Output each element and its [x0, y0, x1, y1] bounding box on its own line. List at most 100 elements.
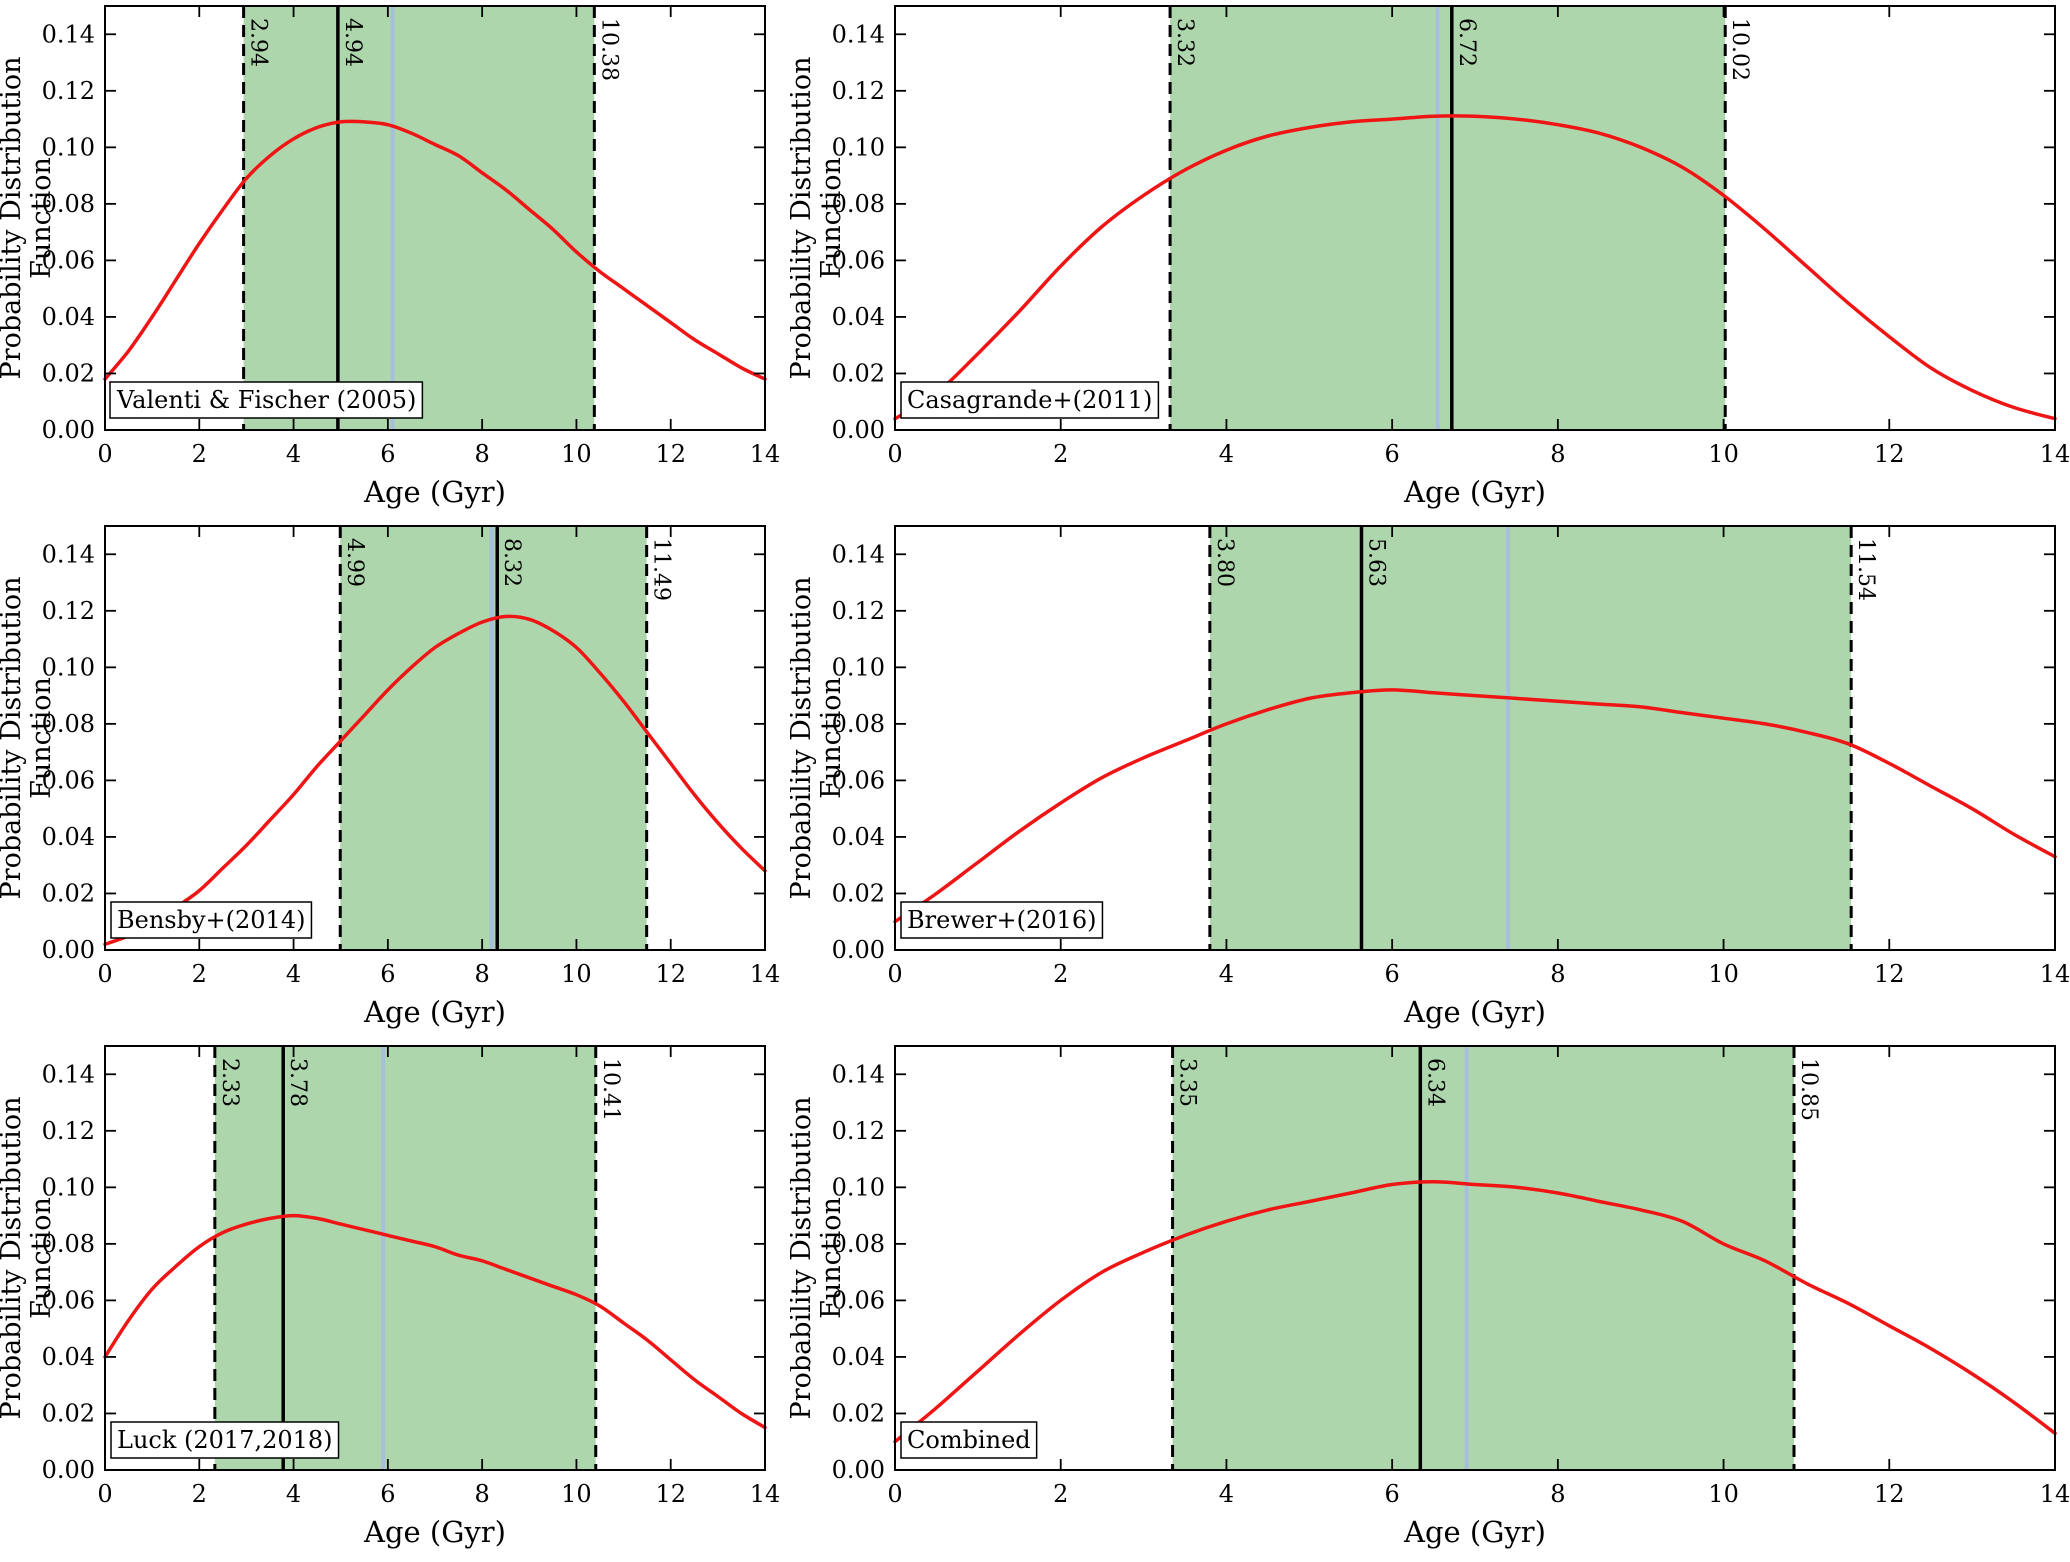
- casagrande-chart: 3.32 10.02 6.72 0 2 4 6 8 10 12 14 0.00 0.02 0.04 0.06…: [790, 5, 2070, 509]
- y-tick-label: 0.12: [832, 1117, 885, 1145]
- x-tick-label: 12: [655, 1480, 686, 1508]
- confidence-band: [1170, 6, 1726, 430]
- y-tick-label: 0.04: [832, 1343, 885, 1371]
- lower-bound-line-label: 4.99: [342, 538, 367, 587]
- x-tick-label: 10: [561, 960, 592, 988]
- plot-frame: [894, 5, 2056, 431]
- x-tick-label: 0: [97, 960, 112, 988]
- catalog-label-box: [900, 1421, 1038, 1459]
- x-tick-label: 14: [750, 440, 781, 468]
- y-axis-label-line1: Probability Distribution: [0, 1097, 27, 1420]
- y-tick-label: 0.12: [42, 77, 95, 105]
- y-tick-label: 0.10: [42, 653, 95, 681]
- catalog-label: Brewer+(2016): [907, 906, 1096, 934]
- y-tick-label: 0.14: [832, 540, 885, 568]
- y-tick-label: 0.14: [42, 1060, 95, 1088]
- mode-line-label: 3.78: [285, 1058, 310, 1107]
- y-axis-label-line1: Probability Distribution: [790, 57, 817, 380]
- x-tick-label: 4: [286, 1480, 301, 1508]
- x-tick-label: 6: [380, 960, 395, 988]
- y-tick-label: 0.10: [832, 133, 885, 161]
- x-tick-label: 4: [286, 440, 301, 468]
- upper-bound-line-label: 11.49: [649, 538, 674, 601]
- panel-casagrande-2011: 3.32 10.02 6.72 0 2 4 6 8 10 12 14 0.00 0.02 0.04 0.06…: [790, 0, 2070, 520]
- y-tick-label: 0.00: [42, 416, 95, 444]
- catalog-label: Bensby+(2014): [117, 906, 305, 934]
- x-tick-label: 0: [97, 1480, 112, 1508]
- y-tick-label: 0.00: [832, 416, 885, 444]
- x-tick-label: 2: [192, 960, 207, 988]
- x-tick-label: 12: [655, 960, 686, 988]
- x-tick-label: 14: [2040, 1480, 2070, 1508]
- y-tick-label: 0.14: [832, 20, 885, 48]
- y-axis-label-line1: Probability Distribution: [790, 577, 817, 900]
- x-tick-label: 0: [887, 1480, 902, 1508]
- y-tick-label: 0.08: [42, 1230, 95, 1258]
- pdf-curve: [103, 119, 767, 381]
- catalog-label-box: [110, 1421, 340, 1459]
- panel-bensby-2014: 4.99 11.49 8.32 0 2 4 6 8 10 12 14 0.00 0.02 0.04 0.06…: [0, 520, 790, 1040]
- y-tick-label: 0.02: [42, 1399, 95, 1427]
- y-axis-label-line2: Function: [816, 677, 847, 799]
- x-tick-label: 6: [1385, 960, 1400, 988]
- mode-line-label: 5.63: [1363, 538, 1388, 587]
- x-tick-label: 12: [1874, 440, 1905, 468]
- x-tick-label: 12: [1874, 1480, 1905, 1508]
- y-tick-label: 0.10: [832, 653, 885, 681]
- y-tick-label: 0.00: [832, 936, 885, 964]
- x-tick-label: 2: [1053, 1480, 1068, 1508]
- y-tick-label: 0.08: [832, 1230, 885, 1258]
- lower-bound-line-label: 3.80: [1212, 538, 1237, 587]
- x-tick-label: 8: [475, 440, 490, 468]
- upper-bound-line-label: 10.41: [598, 1058, 623, 1121]
- y-tick-label: 0.06: [42, 766, 95, 794]
- plot-frame: [104, 525, 766, 951]
- mode-line-label: 8.32: [499, 538, 524, 587]
- x-tick-label: 4: [1219, 440, 1234, 468]
- y-axis-label-line2: Function: [816, 1197, 847, 1319]
- y-tick-label: 0.10: [42, 133, 95, 161]
- y-tick-label: 0.10: [42, 1173, 95, 1201]
- lower-bound-line-label: 3.35: [1175, 1058, 1200, 1107]
- x-tick-label: 8: [475, 1480, 490, 1508]
- y-axis-label-line1: Probability Distribution: [790, 1097, 817, 1420]
- y-tick-label: 0.12: [42, 597, 95, 625]
- plot-frame: [104, 1045, 766, 1471]
- x-tick-label: 0: [887, 440, 902, 468]
- y-tick-label: 0.06: [42, 1286, 95, 1314]
- y-tick-label: 0.04: [832, 303, 885, 331]
- y-axis-label-line2: Function: [816, 157, 847, 279]
- catalog-label: Valenti & Fischer (2005): [116, 386, 416, 414]
- y-tick-label: 0.08: [832, 190, 885, 218]
- x-tick-label: 10: [561, 440, 592, 468]
- upper-bound-line-label: 10.02: [1727, 18, 1752, 81]
- catalog-label: Luck (2017,2018): [117, 1426, 333, 1454]
- catalog-label-box: [110, 901, 313, 939]
- mode-line-label: 6.72: [1454, 18, 1479, 67]
- y-tick-label: 0.12: [42, 1117, 95, 1145]
- y-axis-label-line2: Function: [26, 677, 57, 799]
- y-tick-label: 0.08: [42, 710, 95, 738]
- panel-valenti-fischer-2005: 2.94 10.38 4.94 0 2 4 6 8 10 12 14 0.00 0.02 0.04 0.06…: [0, 0, 790, 520]
- y-axis-label-line1: Probability Distribution: [0, 57, 27, 380]
- y-tick-label: 0.04: [42, 303, 95, 331]
- catalog-label: Casagrande+(2011): [907, 386, 1152, 414]
- pdf-curve: [893, 688, 2057, 924]
- plot-frame: [894, 525, 2056, 951]
- x-tick-label: 14: [750, 960, 781, 988]
- x-tick-label: 4: [1219, 1480, 1234, 1508]
- lower-bound-line-label: 3.32: [1172, 18, 1197, 67]
- y-tick-label: 0.04: [42, 823, 95, 851]
- y-tick-label: 0.06: [832, 246, 885, 274]
- y-tick-label: 0.04: [832, 823, 885, 851]
- y-axis-label-line2: Function: [26, 1197, 57, 1319]
- bensby-chart: 4.99 11.49 8.32 0 2 4 6 8 10 12 14 0.00 0.02 0.04 0.06…: [0, 525, 781, 1029]
- catalog-label-box: [900, 901, 1104, 939]
- x-axis-label: Age (Gyr): [363, 1515, 506, 1549]
- y-tick-label: 0.14: [42, 20, 95, 48]
- pdf-curve: [893, 1179, 2057, 1444]
- y-tick-label: 0.12: [832, 597, 885, 625]
- upper-bound-line-label: 10.85: [1796, 1058, 1821, 1121]
- y-tick-label: 0.06: [832, 1286, 885, 1314]
